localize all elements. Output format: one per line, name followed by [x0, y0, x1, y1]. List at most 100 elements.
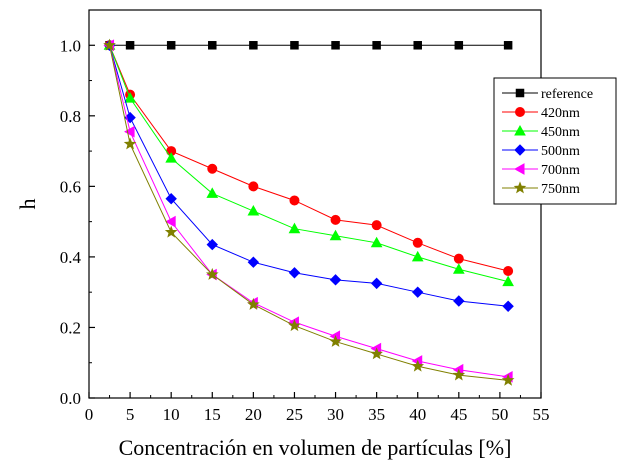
- legend-item: reference: [502, 87, 593, 102]
- data-point: [329, 274, 342, 286]
- data-point: [206, 187, 219, 198]
- data-point: [164, 225, 178, 238]
- x-tick-label: 20: [245, 405, 262, 424]
- data-point: [452, 263, 465, 274]
- data-point: [247, 205, 260, 216]
- data-point: [331, 41, 340, 50]
- series-reference: [105, 41, 513, 50]
- data-point: [503, 41, 513, 50]
- data-point: [503, 266, 514, 277]
- data-point: [411, 359, 425, 372]
- data-point: [248, 181, 259, 192]
- plot-frame: [88, 9, 542, 399]
- data-point: [289, 195, 300, 206]
- data-point: [370, 236, 383, 248]
- data-point: [288, 267, 301, 279]
- x-tick-label: 35: [368, 405, 385, 424]
- data-point: [453, 295, 465, 307]
- legend-marker: [514, 144, 526, 156]
- series-450nm: [103, 39, 514, 287]
- series-layer: [103, 38, 515, 386]
- series-500nm: [103, 39, 514, 312]
- legend-label: 750nm: [541, 182, 580, 197]
- series-line: [109, 45, 509, 381]
- series-line: [109, 45, 509, 307]
- y-axis-title: h: [15, 199, 40, 210]
- data-point: [370, 347, 383, 360]
- data-point: [412, 237, 423, 248]
- data-point: [288, 319, 301, 332]
- data-point: [411, 250, 424, 262]
- ticks: 0 5 10 15 20 25 30 35 40 45 50 55 0.0 0.2 0.4 0.6 0.8 1.0: [60, 9, 550, 424]
- y-tick-label: 0.8: [60, 107, 81, 126]
- data-point: [125, 41, 135, 50]
- x-axis-title: Concentración en volumen de partículas […: [119, 435, 512, 460]
- data-point: [205, 267, 219, 280]
- data-point: [165, 152, 178, 163]
- series-750nm: [103, 38, 515, 386]
- legend-label: 420nm: [541, 106, 580, 121]
- x-tick-label: 45: [450, 405, 467, 424]
- legend-label: 700nm: [541, 163, 580, 178]
- series-line: [109, 45, 509, 283]
- data-point: [247, 256, 260, 268]
- data-point: [124, 125, 135, 138]
- legend-marker: [514, 124, 526, 136]
- legend: reference 420nm 450nm 500nm 700nm 750nm: [493, 77, 617, 205]
- data-point: [208, 41, 217, 50]
- x-tick-label: 25: [286, 405, 303, 424]
- data-point: [502, 300, 514, 312]
- legend-marker: [513, 163, 525, 175]
- axes: [88, 9, 542, 399]
- y-tick-label: 0.6: [60, 177, 81, 196]
- data-point: [165, 215, 176, 228]
- legend-box: [493, 77, 617, 205]
- data-point: [288, 222, 301, 234]
- data-point: [453, 253, 464, 264]
- data-point: [412, 286, 424, 298]
- legend-item: 450nm: [502, 124, 580, 140]
- x-tick-label: 40: [409, 405, 426, 424]
- data-point: [207, 163, 218, 174]
- x-tick-label: 55: [533, 405, 550, 424]
- x-tick-label: 5: [126, 405, 135, 424]
- legend-item: 420nm: [502, 106, 580, 121]
- legend-item: 500nm: [502, 144, 580, 159]
- legend-marker: [513, 181, 527, 194]
- x-tick-label: 10: [163, 405, 180, 424]
- data-point: [372, 41, 381, 50]
- y-tick-label: 0.2: [60, 318, 81, 337]
- legend-item: 750nm: [502, 181, 580, 197]
- data-point: [247, 297, 260, 310]
- data-point: [501, 373, 515, 386]
- data-point: [370, 277, 383, 290]
- x-tick-label: 50: [491, 405, 508, 424]
- data-point: [123, 137, 137, 150]
- data-point: [103, 38, 116, 51]
- series-420nm: [104, 40, 514, 277]
- legend-item: 700nm: [502, 163, 580, 178]
- x-tick-label: 30: [327, 405, 344, 424]
- data-point: [124, 92, 136, 103]
- data-point: [454, 41, 464, 50]
- data-point: [290, 41, 299, 50]
- data-point: [206, 238, 218, 251]
- x-tick-label: 0: [85, 405, 94, 424]
- data-point: [502, 275, 514, 287]
- y-tick-label: 0.4: [60, 248, 82, 267]
- data-point: [329, 334, 342, 347]
- data-point: [371, 220, 382, 231]
- legend-label: reference: [541, 87, 593, 102]
- series-line: [109, 45, 509, 378]
- legend-marker: [515, 107, 525, 117]
- data-point: [249, 41, 258, 50]
- legend-label: 450nm: [541, 125, 580, 140]
- x-tick-label: 15: [204, 405, 221, 424]
- data-point: [329, 229, 342, 241]
- y-tick-label: 1.0: [60, 36, 81, 55]
- data-point: [452, 368, 466, 381]
- data-point: [330, 214, 341, 225]
- legend-marker: [515, 88, 525, 98]
